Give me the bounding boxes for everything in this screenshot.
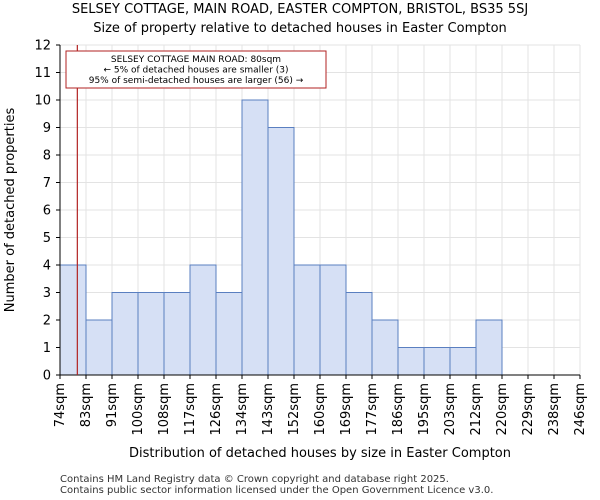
y-tick-label: 11 bbox=[34, 66, 51, 81]
x-tick-label: 117sqm bbox=[183, 383, 198, 436]
x-tick-label: 246sqm bbox=[573, 383, 588, 436]
bar bbox=[111, 292, 139, 376]
x-tick-label: 91sqm bbox=[105, 383, 120, 427]
bar bbox=[293, 264, 321, 376]
x-tick-label: 229sqm bbox=[521, 383, 536, 436]
y-tick-label: 10 bbox=[34, 94, 51, 109]
chart-subtitle: Size of property relative to detached ho… bbox=[93, 21, 507, 36]
x-tick-label: 220sqm bbox=[495, 383, 510, 436]
bar bbox=[267, 127, 295, 376]
y-tick-label: 5 bbox=[43, 231, 51, 246]
footer-line-2: Contains public sector information licen… bbox=[60, 485, 494, 496]
y-tick-label: 12 bbox=[34, 39, 51, 54]
y-tick-label: 6 bbox=[43, 204, 51, 219]
bar bbox=[423, 347, 451, 376]
y-axis-title: Number of detached properties bbox=[3, 108, 18, 313]
x-tick-label: 160sqm bbox=[313, 383, 328, 436]
y-tick-label: 4 bbox=[43, 259, 51, 274]
y-tick-label: 2 bbox=[43, 314, 51, 329]
annotation-line: SELSEY COTTAGE MAIN ROAD: 80sqm bbox=[111, 55, 281, 65]
bar bbox=[449, 347, 477, 376]
annotation-line: 95% of semi-detached houses are larger (… bbox=[89, 76, 304, 86]
x-tick-label: 186sqm bbox=[391, 383, 406, 436]
bar bbox=[345, 292, 373, 376]
bar bbox=[59, 264, 87, 376]
bar bbox=[397, 347, 425, 376]
x-axis-title: Distribution of detached houses by size … bbox=[129, 446, 511, 461]
bar bbox=[85, 319, 113, 376]
annotation-box bbox=[65, 50, 327, 89]
footer-line-1: Contains HM Land Registry data © Crown c… bbox=[60, 474, 449, 485]
x-tick-label: 108sqm bbox=[157, 383, 172, 436]
y-tick-label: 0 bbox=[43, 369, 51, 384]
y-tick-label: 8 bbox=[43, 149, 51, 164]
bar bbox=[319, 264, 347, 376]
y-tick-label: 7 bbox=[43, 176, 51, 191]
y-tick-label: 1 bbox=[43, 341, 51, 356]
x-tick-label: 126sqm bbox=[209, 383, 224, 436]
x-tick-label: 74sqm bbox=[53, 383, 68, 427]
x-tick-label: 100sqm bbox=[131, 383, 146, 436]
chart-title: SELSEY COTTAGE, MAIN ROAD, EASTER COMPTO… bbox=[71, 2, 529, 17]
bar bbox=[241, 99, 269, 376]
y-tick-label: 3 bbox=[43, 286, 51, 301]
x-tick-label: 195sqm bbox=[417, 383, 432, 436]
x-tick-label: 203sqm bbox=[443, 383, 458, 436]
x-tick-label: 152sqm bbox=[287, 383, 302, 436]
bar bbox=[163, 292, 191, 376]
bar bbox=[189, 264, 217, 376]
x-tick-label: 83sqm bbox=[79, 383, 94, 427]
y-tick-label: 9 bbox=[43, 121, 51, 136]
annotation-line: ← 5% of detached houses are smaller (3) bbox=[103, 66, 288, 76]
x-tick-label: 177sqm bbox=[365, 383, 380, 436]
x-tick-label: 143sqm bbox=[261, 383, 276, 436]
bar bbox=[475, 319, 503, 376]
x-tick-label: 169sqm bbox=[339, 383, 354, 436]
x-tick-label: 238sqm bbox=[547, 383, 562, 436]
bar bbox=[137, 292, 165, 376]
bar bbox=[215, 292, 243, 376]
x-tick-label: 134sqm bbox=[235, 383, 250, 436]
x-tick-label: 212sqm bbox=[469, 383, 484, 436]
bar bbox=[371, 319, 399, 376]
